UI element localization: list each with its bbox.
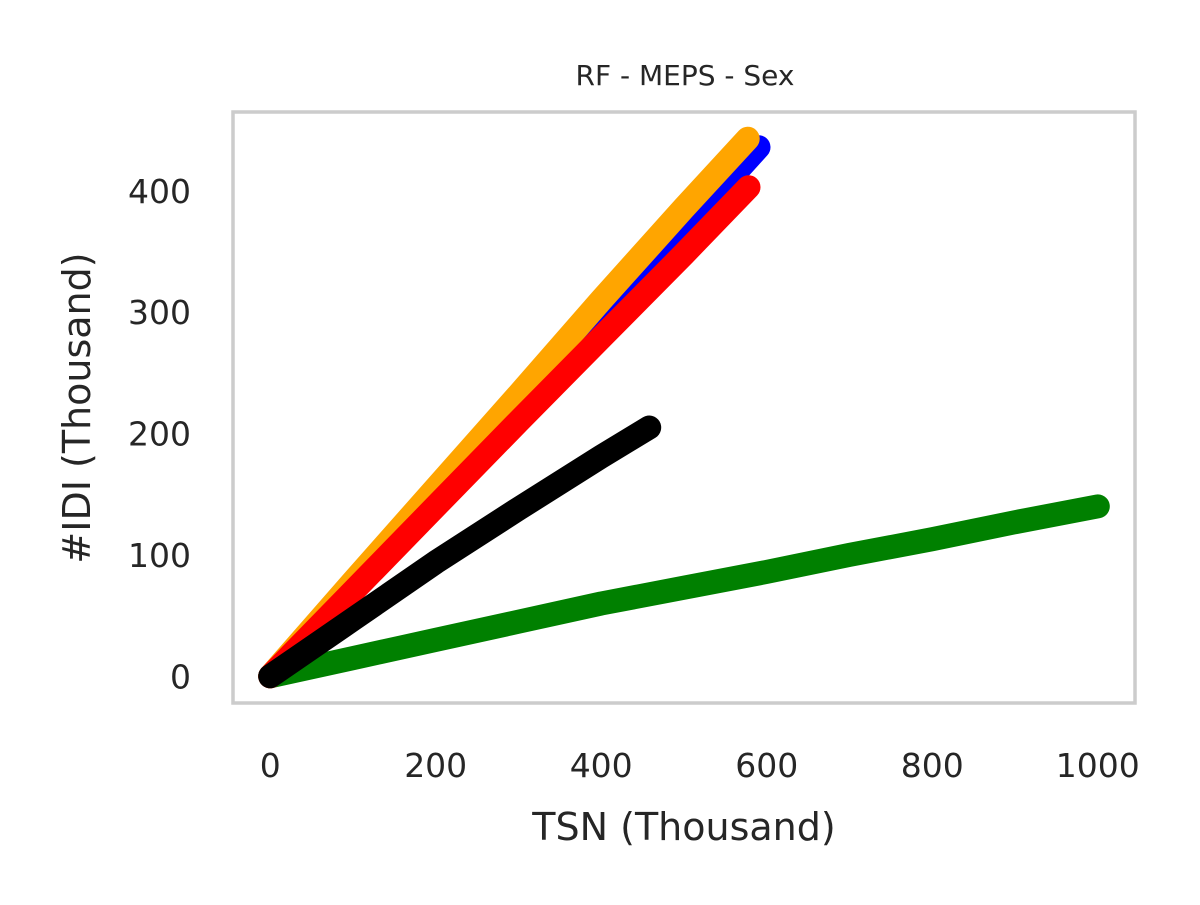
x-tick-labels: 0 200 400 600 800 1000 xyxy=(260,746,1140,785)
x-tick-label: 400 xyxy=(570,746,633,785)
x-axis-label: TSN (Thousand) xyxy=(531,805,835,849)
y-tick-label: 300 xyxy=(128,293,191,332)
y-tick-label: 0 xyxy=(170,657,191,696)
plot-frame xyxy=(231,110,1137,705)
y-tick-labels: 0 100 200 300 400 xyxy=(128,172,191,696)
y-tick-label: 400 xyxy=(128,172,191,211)
y-tick-label: 200 xyxy=(128,415,191,454)
x-tick-label: 800 xyxy=(901,746,964,785)
x-tick-label: 200 xyxy=(404,746,467,785)
series-layer xyxy=(258,126,1110,689)
y-tick-label: 100 xyxy=(128,536,191,575)
x-tick-label: 0 xyxy=(260,746,281,785)
chart-title: RF - MEPS - Sex xyxy=(576,59,795,92)
series-line-2 xyxy=(258,494,1110,689)
series-line-5 xyxy=(258,415,662,689)
series-line-4 xyxy=(258,175,761,689)
y-axis-label: #IDI (Thousand) xyxy=(55,252,99,563)
x-tick-label: 1000 xyxy=(1056,746,1140,785)
x-tick-label: 600 xyxy=(735,746,798,785)
